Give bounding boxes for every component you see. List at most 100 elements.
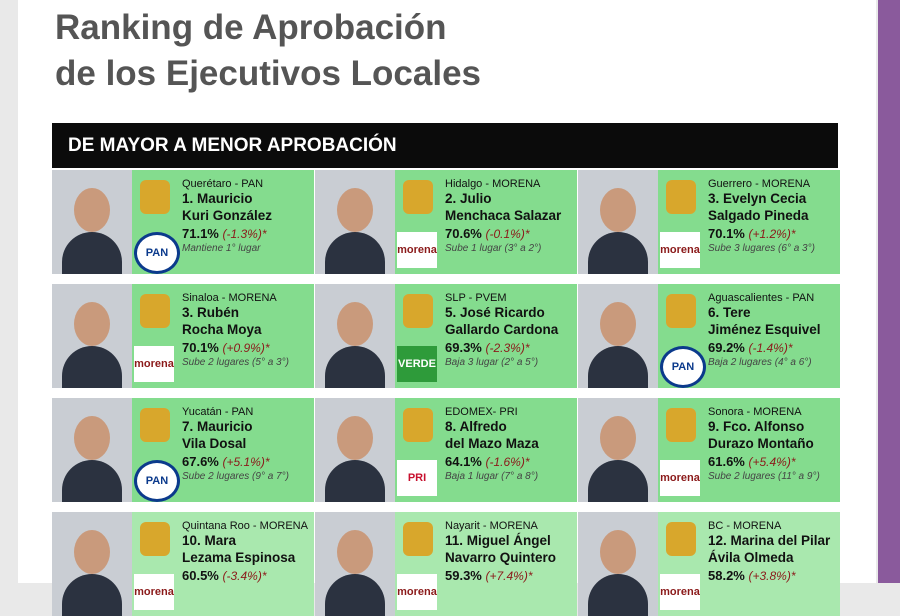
party-logo: PAN	[134, 460, 180, 502]
name: del Mazo Maza	[445, 436, 539, 451]
card-text: Guerrero - MORENA 3. Evelyn Cecia Salgado …	[708, 178, 836, 254]
page: Ranking de Aprobación de los Ejecutivos …	[18, 0, 900, 616]
name: 3. Rubén	[182, 305, 240, 320]
approval-line: 69.2% (-1.4%)*	[708, 340, 836, 355]
state-party: BC - MORENA	[708, 520, 782, 532]
state-crest	[666, 180, 696, 214]
name: Lezama Espinosa	[182, 550, 296, 565]
card-text: Yucatán - PAN 7. Mauricio Vila Dosal 67.6% …	[182, 406, 310, 482]
party-logo: morena	[660, 460, 700, 496]
title: Ranking de Aprobación	[55, 8, 447, 47]
card: morena Guerrero - MORENA 3. Evelyn Cecia Sa…	[578, 170, 840, 274]
rank-note: Baja 2 lugares (4° a 6°)	[708, 357, 812, 368]
state-crest	[666, 294, 696, 328]
rank-note: Sube 2 lugares (11° a 9°)	[708, 471, 820, 482]
change: (-3.4%)*	[222, 569, 267, 583]
photo-head	[337, 530, 373, 574]
state-crest	[666, 522, 696, 556]
approval-line: 67.6% (+5.1%)*	[182, 454, 310, 469]
photo-body	[62, 232, 122, 274]
card: PAN Yucatán - PAN 7. Mauricio Vila Dosal 67.…	[52, 398, 314, 502]
card: morena Sinaloa - MORENA 3. Rubén Rocha Moya…	[52, 284, 314, 388]
photo-body	[325, 346, 385, 388]
card-text: Hidalgo - MORENA 2. Julio Menchaca Salazar…	[445, 178, 573, 254]
name: 2. Julio	[445, 191, 492, 206]
party-logo: PRI	[397, 460, 437, 496]
photo-body	[325, 460, 385, 502]
photo	[52, 398, 132, 502]
card: morena Nayarit - MORENA 11. Miguel Ángel Na…	[315, 512, 577, 616]
name: Rocha Moya	[182, 322, 262, 337]
photo-body	[62, 574, 122, 616]
name: Salgado Pineda	[708, 208, 809, 223]
photo	[578, 512, 658, 616]
photo-body	[588, 346, 648, 388]
approval-line: 61.6% (+5.4%)*	[708, 454, 836, 469]
name: 5. José Ricardo	[445, 305, 545, 320]
approval: 64.1%	[445, 454, 482, 469]
name: 9. Fco. Alfonso	[708, 419, 805, 434]
state-party: Yucatán - PAN	[182, 406, 254, 418]
photo	[578, 398, 658, 502]
photo-head	[337, 188, 373, 232]
photo-head	[600, 530, 636, 574]
photo-body	[588, 460, 648, 502]
name: 12. Marina del Pilar	[708, 533, 831, 548]
card: PAN Aguascalientes - PAN 6. Tere Jiménez Es…	[578, 284, 840, 388]
approval-line: 59.3% (+7.4%)*	[445, 568, 573, 583]
photo	[315, 398, 395, 502]
approval-line: 64.1% (-1.6%)*	[445, 454, 573, 469]
change: (-0.1%)*	[485, 227, 530, 241]
state-party: Sinaloa - MORENA	[182, 292, 277, 304]
rank-note: Sube 2 lugares (5° a 3°)	[182, 357, 289, 368]
change: (-1.3%)*	[222, 227, 267, 241]
name: Durazo Montaño	[708, 436, 814, 451]
state-party: Guerrero - MORENA	[708, 178, 811, 190]
card-text: Aguascalientes - PAN 6. Tere Jiménez Esqui…	[708, 292, 836, 368]
change: (-2.3%)*	[485, 341, 530, 355]
photo-body	[62, 460, 122, 502]
rank-note: Sube 1 lugar (3° a 2°)	[445, 243, 542, 254]
state-party: Hidalgo - MORENA	[445, 178, 541, 190]
approval: 70.1%	[182, 340, 219, 355]
photo	[315, 284, 395, 388]
approval: 70.1%	[708, 226, 745, 241]
approval-line: 69.3% (-2.3%)*	[445, 340, 573, 355]
approval: 70.6%	[445, 226, 482, 241]
state-crest	[140, 408, 170, 442]
approval: 60.5%	[182, 568, 219, 583]
name: 6. Tere	[708, 305, 751, 320]
rank-note: Mantiene 1° lugar	[182, 243, 261, 254]
change: (+0.9%)*	[222, 341, 270, 355]
photo	[578, 170, 658, 274]
state-party: EDOMEX- PRI	[445, 406, 518, 418]
photo-head	[337, 302, 373, 346]
change: (+3.8%)*	[748, 569, 796, 583]
photo-head	[74, 530, 110, 574]
photo-head	[74, 302, 110, 346]
name: 8. Alfredo	[445, 419, 507, 434]
party-logo: PAN	[660, 346, 706, 388]
state-crest	[403, 180, 433, 214]
photo-head	[600, 302, 636, 346]
change: (+1.2%)*	[748, 227, 796, 241]
name: 10. Mara	[182, 533, 237, 548]
photo-body	[588, 232, 648, 274]
card-text: BC - MORENA 12. Marina del Pilar Ávila Olm…	[708, 520, 836, 583]
rank-note: Sube 2 lugares (9° a 7°)	[182, 471, 289, 482]
approval: 61.6%	[708, 454, 745, 469]
rank-note: Sube 3 lugares (6° a 3°)	[708, 243, 815, 254]
name: 7. Mauricio	[182, 419, 253, 434]
state-crest	[140, 180, 170, 214]
party-logo: VERDE	[397, 346, 437, 382]
state-crest	[403, 294, 433, 328]
approval-line: 58.2% (+3.8%)*	[708, 568, 836, 583]
approval: 59.3%	[445, 568, 482, 583]
name: Jiménez Esquivel	[708, 322, 821, 337]
approval-line: 71.1% (-1.3%)*	[182, 226, 310, 241]
name: 3. Evelyn Cecia	[708, 191, 807, 206]
state-party: Aguascalientes - PAN	[708, 292, 815, 304]
approval-line: 60.5% (-3.4%)*	[182, 568, 310, 583]
card: morena Quintana Roo - MORENA 10. Mara Lezam…	[52, 512, 314, 616]
name: Ávila Olmeda	[708, 550, 794, 565]
